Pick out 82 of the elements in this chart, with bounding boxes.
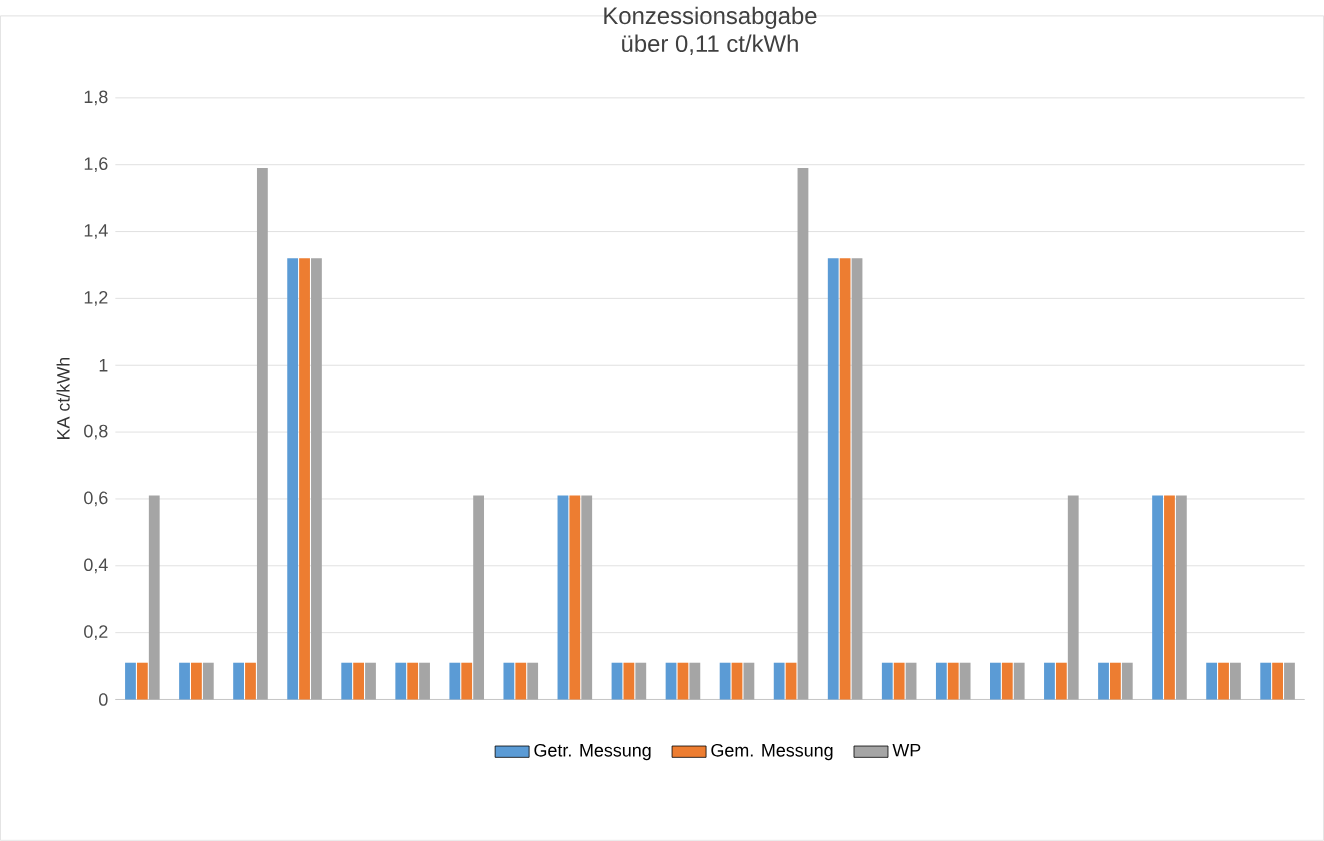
y-tick-label: 1	[99, 359, 108, 372]
bar	[1284, 662, 1295, 700]
bar	[1055, 662, 1067, 700]
bar	[299, 258, 310, 700]
bar	[245, 662, 256, 700]
y-tick-label: 0,2	[84, 625, 108, 641]
bar	[1218, 662, 1229, 700]
legend-label: WP	[892, 744, 921, 757]
bar	[419, 662, 430, 700]
bar	[905, 662, 917, 700]
y-tick-label: 1,4	[84, 224, 108, 239]
bar	[365, 662, 376, 700]
bar	[1230, 662, 1241, 700]
bar	[797, 168, 809, 700]
bar	[635, 662, 647, 700]
bar	[947, 662, 959, 700]
bar	[935, 662, 947, 700]
bar	[1001, 662, 1013, 700]
bar	[1044, 662, 1055, 700]
bar	[449, 662, 461, 700]
bar	[515, 662, 527, 700]
bar	[407, 662, 419, 700]
bar	[473, 495, 485, 700]
bar	[827, 258, 839, 700]
bar	[893, 662, 905, 700]
bar	[148, 495, 160, 700]
y-axis-title: KA ct/kWh	[56, 358, 70, 440]
bar	[233, 662, 244, 700]
bar	[743, 662, 755, 700]
chart-subtitle: über 0,11 ct/kWh	[622, 34, 798, 55]
bar	[527, 662, 539, 700]
bar	[503, 662, 515, 700]
bar	[1272, 662, 1283, 700]
bar	[557, 495, 569, 700]
bar	[689, 662, 701, 700]
bar	[773, 662, 785, 700]
bar	[959, 662, 971, 700]
bar	[1164, 495, 1175, 700]
y-tick-label: 1,8	[84, 90, 108, 106]
bar	[581, 495, 593, 700]
bar	[731, 662, 743, 700]
bar	[611, 662, 623, 700]
bar	[1206, 662, 1218, 700]
bar	[202, 662, 214, 700]
bar	[1110, 662, 1121, 700]
bar	[461, 662, 473, 700]
bar	[569, 495, 581, 700]
legend-label: Gem. Messung	[711, 744, 833, 761]
chart-title: Konzessionsabgabe	[604, 6, 817, 30]
bar	[839, 258, 851, 700]
bar	[1175, 495, 1187, 700]
bar	[287, 258, 299, 700]
bar	[136, 662, 148, 700]
y-tick-label: 0	[99, 693, 108, 706]
bar	[785, 662, 797, 700]
bar	[125, 662, 136, 700]
bar	[395, 662, 407, 700]
bar	[1260, 662, 1272, 700]
bar	[677, 662, 689, 700]
bar	[179, 662, 190, 700]
bar	[1152, 495, 1163, 700]
y-tick-label: 0,4	[84, 558, 108, 574]
y-tick-label: 0,8	[84, 424, 108, 440]
legend-label: Getr. Messung	[534, 744, 651, 761]
bar	[719, 662, 731, 700]
bar	[353, 662, 364, 700]
bar	[1013, 662, 1025, 700]
y-tick-label: 0,6	[84, 491, 108, 507]
bar	[256, 168, 268, 700]
y-tick-label: 1,2	[84, 291, 108, 306]
bar	[881, 662, 893, 700]
bar	[1121, 662, 1133, 700]
y-tick-label: 1,6	[84, 157, 108, 173]
bar	[623, 662, 635, 700]
bar	[851, 258, 863, 700]
bar	[341, 662, 353, 700]
bar	[191, 662, 202, 700]
bar	[990, 662, 1001, 700]
bar	[311, 258, 322, 700]
bar	[1067, 495, 1079, 700]
bar	[1098, 662, 1109, 700]
bar	[665, 662, 677, 700]
